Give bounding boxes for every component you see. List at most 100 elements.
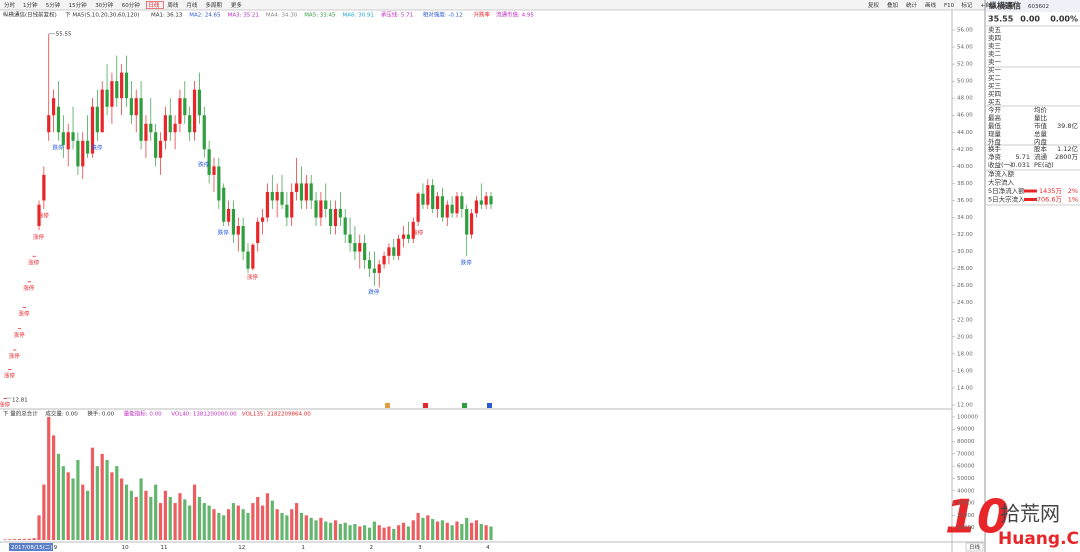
tool-button[interactable]: 统计 xyxy=(906,1,918,9)
candle-body xyxy=(455,196,459,214)
tab[interactable]: 分时 xyxy=(4,1,16,9)
tab[interactable]: 多周期 xyxy=(205,1,222,9)
candle-body xyxy=(265,191,270,218)
candle-body xyxy=(47,115,51,133)
tab[interactable]: 60分钟 xyxy=(122,1,140,9)
candle-body xyxy=(479,200,483,205)
y-tick-label: 50000 xyxy=(957,476,975,482)
candle-body xyxy=(66,132,70,150)
volume-bar xyxy=(202,503,206,540)
volume-bar xyxy=(411,520,415,540)
candle-body xyxy=(178,98,182,124)
y-tick-label: 90000 xyxy=(957,427,975,433)
candle-body xyxy=(231,208,236,235)
volume-bar xyxy=(431,519,435,540)
tool-button[interactable]: +自选 xyxy=(980,1,996,9)
volume-bar xyxy=(42,484,46,540)
tool-button[interactable]: F10 xyxy=(944,3,955,9)
ask-label: 卖四 xyxy=(988,34,1001,42)
candle-body xyxy=(110,81,114,107)
y-tick-label: 38.00 xyxy=(957,181,973,187)
candle-body xyxy=(173,123,177,133)
flow-bar xyxy=(1024,189,1037,193)
candle-body xyxy=(3,398,7,399)
tab[interactable]: 更多 xyxy=(231,1,243,9)
y-tick-label: 26.00 xyxy=(957,283,973,289)
candle-body xyxy=(183,98,187,116)
tool-button[interactable]: 标记 xyxy=(961,1,973,9)
candle-body xyxy=(76,140,80,167)
volume-bar xyxy=(290,509,294,540)
volume-bar xyxy=(134,496,138,540)
volume-bar xyxy=(304,515,308,540)
volume-bar xyxy=(32,538,36,540)
candle-body xyxy=(358,243,362,252)
candle-body xyxy=(61,132,65,146)
max-label: 55.55 xyxy=(56,31,72,37)
x-tick-label: 2017/08/15(二) xyxy=(11,545,53,551)
tab[interactable]: 日线 xyxy=(148,1,160,9)
watermark-site: Huang.CN xyxy=(998,529,1080,549)
candle-body xyxy=(56,106,61,133)
y-tick-label: 20.00 xyxy=(957,334,973,340)
volume-bar xyxy=(421,517,425,540)
stat-label: 股本 xyxy=(1034,144,1048,153)
tab[interactable]: 15分钟 xyxy=(69,1,87,9)
stat-value: 1.12亿 xyxy=(1057,144,1078,153)
legend-item: 升跌率 xyxy=(473,11,490,19)
annotation: 涨停 xyxy=(9,352,21,360)
volume-bar xyxy=(56,453,61,540)
y-tick-label: 44.00 xyxy=(957,130,973,136)
min-label: 12.81 xyxy=(12,398,28,404)
volume-bar xyxy=(178,493,182,540)
change-pct: 0.00% xyxy=(1050,15,1078,24)
tab[interactable]: 30分钟 xyxy=(95,1,113,9)
x-tick-label: 2 xyxy=(370,545,374,551)
volume-bar xyxy=(22,538,27,540)
tool-button[interactable]: 复权 xyxy=(868,1,880,9)
y-tick-label: 50.00 xyxy=(957,79,973,85)
stat-label: 外盘 xyxy=(988,137,1002,146)
candle-body xyxy=(329,208,333,227)
candle-body xyxy=(324,200,328,209)
y-tick-label: 34.00 xyxy=(957,215,973,221)
volume-bar xyxy=(188,505,192,540)
tab[interactable]: 5分钟 xyxy=(46,1,61,9)
tool-button[interactable]: 返回 xyxy=(1003,2,1015,9)
stat-label: 内盘 xyxy=(1034,137,1048,146)
candle-body xyxy=(32,255,36,257)
candle-body xyxy=(270,191,274,201)
tool-button[interactable]: 叠加 xyxy=(887,1,898,9)
tab[interactable]: 月线 xyxy=(186,1,198,9)
volume-bar xyxy=(363,525,367,540)
candle-body xyxy=(392,247,396,256)
annotation: 跌停 xyxy=(91,143,103,151)
volume-bar xyxy=(231,503,236,540)
tool-button[interactable]: 画线 xyxy=(925,1,937,9)
volume-bar xyxy=(489,526,493,540)
annotation: 涨停 xyxy=(23,284,35,292)
stat-label: 换手 xyxy=(988,144,1002,153)
tab[interactable]: 1分钟 xyxy=(23,1,38,9)
volume-bar xyxy=(192,484,197,540)
stat-value: 706.6万 xyxy=(1037,196,1063,204)
candle-body xyxy=(421,193,425,205)
volume-bar xyxy=(348,525,352,540)
stock-code: 603602 xyxy=(1028,4,1049,10)
bid-label: 买二 xyxy=(988,74,1002,82)
candle-body xyxy=(144,123,148,141)
volume-bar xyxy=(382,527,386,540)
candle-body xyxy=(42,174,46,201)
candle-body xyxy=(484,196,488,205)
volume-bar xyxy=(484,525,488,540)
ask-label: 卖五 xyxy=(988,26,1002,34)
volume-bar xyxy=(406,526,410,540)
volume-bar xyxy=(95,466,99,540)
volume-bar xyxy=(324,521,328,540)
volume-bar xyxy=(314,520,318,540)
candle-body xyxy=(251,244,255,269)
candle-body xyxy=(158,140,163,158)
period-box xyxy=(965,542,984,552)
volume-bar xyxy=(479,524,483,540)
tab[interactable]: 周线 xyxy=(167,1,179,9)
